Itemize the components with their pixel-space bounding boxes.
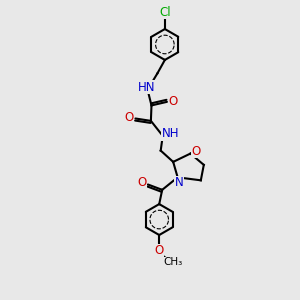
Text: CH₃: CH₃ xyxy=(163,257,182,267)
Text: O: O xyxy=(191,145,200,158)
Text: N: N xyxy=(175,176,184,189)
Text: NH: NH xyxy=(161,127,179,140)
Text: O: O xyxy=(124,111,134,124)
Text: Cl: Cl xyxy=(159,6,171,19)
Text: HN: HN xyxy=(138,81,156,94)
Text: O: O xyxy=(137,176,147,190)
Text: O: O xyxy=(169,95,178,108)
Text: O: O xyxy=(154,244,164,257)
